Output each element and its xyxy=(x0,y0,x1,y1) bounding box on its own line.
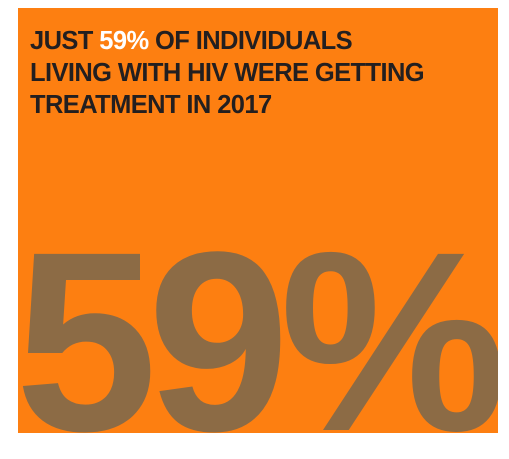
headline-highlight: 59% xyxy=(99,27,149,55)
headline-line-2: LIVING WITH HIV WERE GETTING xyxy=(30,59,425,87)
headline: JUST 59% OF INDIVIDUALS LIVING WITH HIV … xyxy=(30,25,490,121)
big-percentage: 59% xyxy=(18,199,498,433)
infographic-card: JUST 59% OF INDIVIDUALS LIVING WITH HIV … xyxy=(18,8,498,433)
headline-prefix: JUST xyxy=(30,27,100,55)
headline-line-1-rest: OF INDIVIDUALS xyxy=(148,27,353,55)
headline-line-3: TREATMENT IN 2017 xyxy=(30,91,272,119)
headline-line-1: JUST 59% OF INDIVIDUALS xyxy=(30,25,490,57)
